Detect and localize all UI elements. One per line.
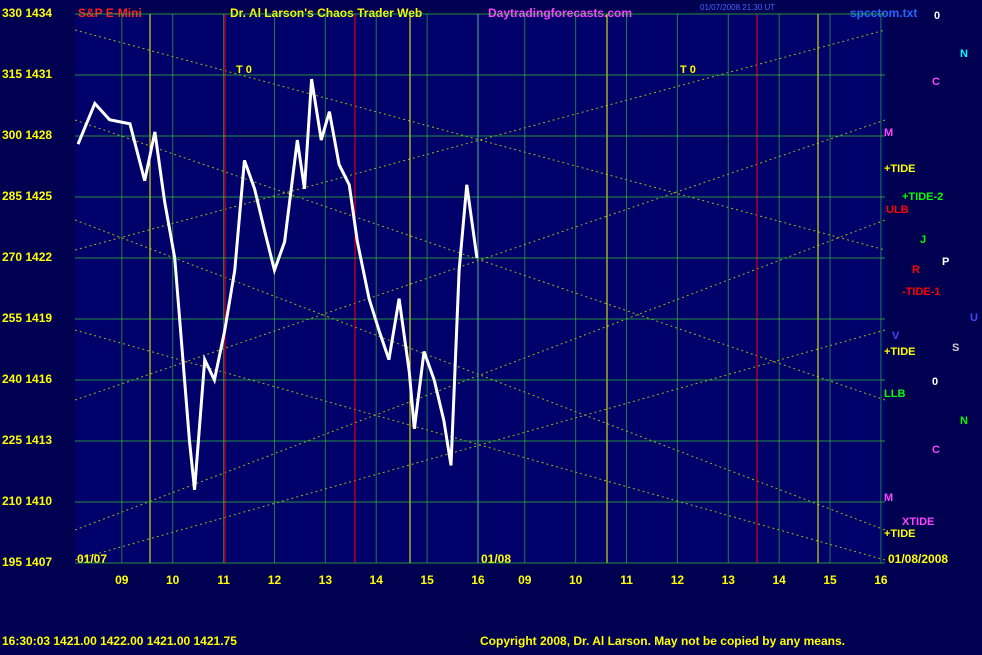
x-tick-label: 15 — [823, 573, 837, 587]
x-tick-label: 13 — [722, 573, 736, 587]
timestamp: 01/07/2008 21:30 UT — [700, 3, 775, 12]
y-tick-label: 210 1410 — [2, 494, 52, 508]
y-tick-label: 270 1422 — [2, 250, 52, 264]
annotation: N — [960, 415, 968, 427]
annotation: M — [884, 492, 893, 504]
x-tick-label: 14 — [772, 573, 786, 587]
x-tick-label: 12 — [268, 573, 282, 587]
y-tick-label: 195 1407 — [2, 555, 52, 569]
chart-title: Dr. Al Larson's Chaos Trader Web — [230, 6, 422, 20]
website: Daytradingforecasts.com — [488, 6, 632, 20]
annotation: S — [952, 342, 959, 354]
x-tick-label: 14 — [370, 573, 384, 587]
x-tick-label: 16 — [874, 573, 888, 587]
x-tick-label: 09 — [518, 573, 532, 587]
y-tick-label: 315 1431 — [2, 67, 52, 81]
annotation: N — [960, 48, 968, 60]
date-label: 01/08 — [481, 552, 511, 566]
annotation: C — [932, 444, 940, 456]
x-tick-label: 12 — [671, 573, 685, 587]
x-tick-label: 09 — [115, 573, 129, 587]
annotation: +TIDE — [884, 346, 915, 358]
annotation: U — [970, 312, 978, 324]
x-tick-label: 11 — [217, 573, 230, 587]
y-tick-label: 300 1428 — [2, 128, 52, 142]
annotation: M — [884, 127, 893, 139]
y-tick-label: 225 1413 — [2, 433, 52, 447]
annotation: LLB — [884, 388, 905, 400]
copyright: Copyright 2008, Dr. Al Larson. May not b… — [480, 634, 845, 648]
x-tick-label: 10 — [166, 573, 180, 587]
annotation: V — [892, 330, 900, 342]
annotation: -TIDE-1 — [902, 286, 941, 298]
annotation: T 0 — [680, 64, 696, 76]
x-tick-label: 11 — [620, 573, 633, 587]
annotation: R — [912, 264, 920, 276]
annotation: +TIDE — [884, 163, 915, 175]
y-tick-label: 285 1425 — [2, 189, 52, 203]
status-line: 16:30:03 1421.00 1422.00 1421.00 1421.75 — [2, 634, 237, 648]
x-tick-label: 15 — [420, 573, 434, 587]
annotation: T 0 — [236, 64, 252, 76]
symbol: S&P E-Mini — [78, 6, 142, 20]
y-tick-label: 330 1434 — [2, 6, 52, 20]
annotation: ULB — [886, 204, 909, 216]
annotation: 0 — [932, 376, 938, 388]
annotation: C — [932, 76, 940, 88]
price-line — [76, 78, 479, 490]
annotation: J — [920, 234, 926, 246]
annotation: XTIDE — [902, 516, 934, 528]
x-tick-label: 10 — [569, 573, 583, 587]
y-tick-label: 240 1416 — [2, 372, 52, 386]
annotation: +TIDE — [884, 528, 915, 540]
y-tick-label: 255 1419 — [2, 311, 52, 325]
annotation: +TIDE-2 — [902, 191, 943, 203]
file-name: spcctom.txt — [850, 6, 917, 20]
x-tick-label: 13 — [319, 573, 333, 587]
plot-area — [75, 14, 885, 563]
annotation: 0 — [934, 10, 940, 22]
date-label: 01/08/2008 — [888, 552, 948, 566]
date-label: 01/07 — [77, 552, 107, 566]
x-tick-label: 16 — [471, 573, 485, 587]
annotation: P — [942, 256, 949, 268]
